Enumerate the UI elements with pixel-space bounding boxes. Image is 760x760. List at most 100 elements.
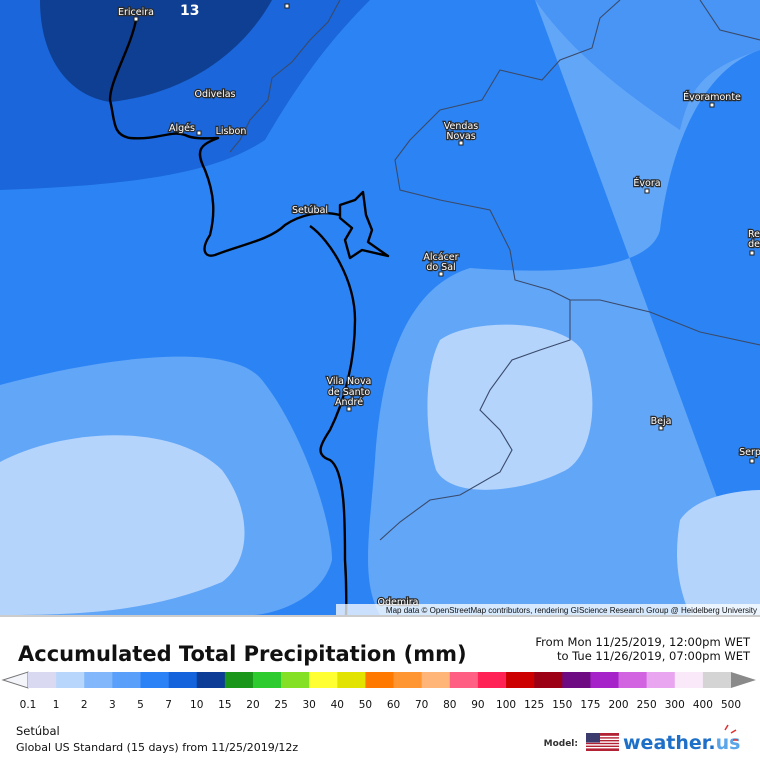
scale-box <box>337 672 366 688</box>
estuary <box>338 190 390 260</box>
scale-box <box>618 672 647 688</box>
scale-label: 70 <box>415 699 428 711</box>
attribution: Map data © OpenStreetMap contributors, r… <box>386 606 757 615</box>
scale-label: 10 <box>190 699 203 711</box>
scale-label: 0.1 <box>20 699 37 711</box>
color-scale: 0.1 1 2 3 5 7 10 15 20 25 30 40 50 60 70 80 90 100 125 150 1… <box>20 672 756 711</box>
legend: Accumulated Total Precipitation (mm) Fro… <box>0 615 760 754</box>
scale-box <box>309 672 338 688</box>
scale-box <box>56 672 85 688</box>
scale-box <box>140 672 169 688</box>
place-label: Odivelas <box>194 89 235 100</box>
scale-label: 3 <box>109 699 116 711</box>
place-label: Alcácer <box>423 252 458 263</box>
contour-label: 13 <box>180 3 199 19</box>
place-label: Novas <box>446 131 475 142</box>
place-marker <box>284 3 290 9</box>
model-label: Model: <box>544 739 578 749</box>
location: Setúbal <box>16 724 60 738</box>
place-marker <box>749 250 755 256</box>
place-label: Vila Nova <box>327 376 372 387</box>
precip-zone <box>535 0 760 130</box>
scale-label: 1 <box>53 699 60 711</box>
scale-box <box>393 672 422 688</box>
period-from: From Mon 11/25/2019, 12:00pm WET <box>535 635 751 649</box>
scale-box <box>224 672 254 688</box>
scale-label: 100 <box>496 699 516 711</box>
border <box>699 0 760 41</box>
precip-zone <box>40 0 272 102</box>
scale-label: 30 <box>303 699 316 711</box>
scale-box <box>365 672 394 688</box>
place-label: Ericeira <box>118 7 154 18</box>
brand-rays <box>724 724 738 741</box>
flag <box>586 733 619 751</box>
scale-label: 7 <box>165 699 172 711</box>
scale-label: 40 <box>331 699 344 711</box>
attribution-bg <box>336 604 760 615</box>
precip-zone <box>677 490 760 615</box>
scale-box <box>281 672 310 688</box>
place-marker <box>709 102 715 108</box>
scale-arrow <box>731 672 756 688</box>
scale-box <box>534 672 563 688</box>
scale-box <box>590 672 619 688</box>
scale-label: 5 <box>137 699 144 711</box>
scale-box <box>477 672 507 688</box>
brand: weather.us <box>623 732 740 754</box>
scale-box <box>252 672 282 688</box>
place-label: Lisbon <box>216 126 247 137</box>
place-marker <box>658 425 664 431</box>
scale-box <box>421 672 451 688</box>
place-label: Beja <box>651 416 672 427</box>
scale-box <box>562 672 591 688</box>
border <box>229 0 341 153</box>
scale-label: 50 <box>359 699 372 711</box>
place-label: Setúbal <box>292 205 328 216</box>
legend-title: Accumulated Total Precipitation (mm) <box>18 642 467 666</box>
place-label: Serp <box>739 447 760 458</box>
brand-tld: us <box>716 732 741 754</box>
scale-box <box>28 672 57 688</box>
place-marker <box>438 271 444 277</box>
place-label: do Sal <box>426 262 455 273</box>
model-run: Global US Standard (15 days) from 11/25/… <box>16 741 298 754</box>
border <box>379 0 621 541</box>
scale-box <box>196 672 226 688</box>
place-label: Évora <box>633 177 660 189</box>
coastline <box>309 225 357 616</box>
scale-label: 300 <box>665 699 685 711</box>
scale-label: 20 <box>246 699 259 711</box>
place-marker <box>749 458 755 464</box>
place-label: de Santo <box>328 387 370 398</box>
scale-box <box>449 672 479 688</box>
place-label: Algés <box>169 123 195 134</box>
place-label: de <box>748 239 760 250</box>
brand-main: weather. <box>623 732 716 754</box>
scale-label: 15 <box>218 699 231 711</box>
scale-box <box>646 672 676 688</box>
scale-arrow <box>1 671 29 689</box>
scale-box <box>702 672 732 688</box>
precip-zone <box>0 435 245 615</box>
scale-box <box>506 672 535 688</box>
scale-box <box>168 672 198 688</box>
place-label: Vendas <box>444 121 478 132</box>
scale-label: 250 <box>637 699 657 711</box>
scale-label: 90 <box>471 699 484 711</box>
scale-label: 2 <box>81 699 88 711</box>
scale-label: 200 <box>608 699 628 711</box>
place-label: André <box>335 397 363 408</box>
map: 13 Ericeira Odivelas Algés Lisbon Setúba… <box>0 0 760 616</box>
scale-label: 125 <box>524 699 544 711</box>
scale-label: 80 <box>443 699 456 711</box>
place-marker <box>644 188 650 194</box>
place-marker <box>133 16 139 22</box>
coastline <box>108 19 341 257</box>
precip-zone <box>427 324 593 490</box>
scale-label: 25 <box>274 699 287 711</box>
place-marker <box>196 130 202 136</box>
border <box>570 299 760 346</box>
